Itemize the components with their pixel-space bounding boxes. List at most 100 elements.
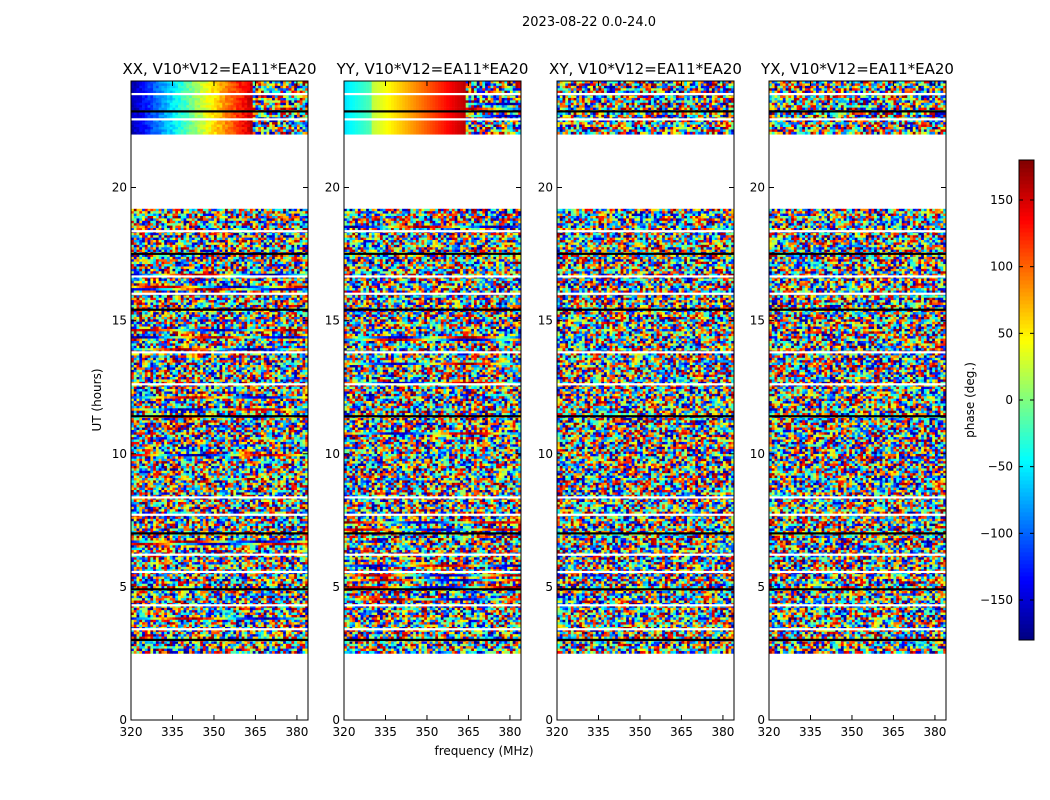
flagged-row [131,253,308,255]
flagged-row [557,571,734,573]
x-tick-label: 350 [629,725,652,739]
x-tick-label: 350 [203,725,226,739]
panel-title: YX, V10*V12=EA11*EA20 [760,60,954,78]
flagged-row [131,639,308,641]
flagged-row [769,253,946,255]
y-tick-label: 20 [750,181,765,195]
flagged-row [131,588,308,590]
flagged-row [769,118,946,120]
y-tick-label: 20 [325,181,340,195]
flagged-row [131,275,308,277]
flagged-row [131,118,308,120]
colorbar-tick-label: −100 [980,526,1013,540]
flagged-row [769,293,946,295]
y-tick-label: 15 [325,314,340,328]
flagged-row [769,351,946,353]
y-tick-label: 0 [119,713,127,727]
flagged-row [131,415,308,417]
y-tick-label: 15 [750,314,765,328]
flagged-row [557,604,734,606]
x-tick-label: 380 [285,725,308,739]
colorbar-tick-label: 150 [990,193,1013,207]
y-tick-label: 5 [119,580,127,594]
flagged-row [557,230,734,232]
x-tick-label: 320 [333,725,356,739]
flagged-row [769,110,946,112]
y-tick-label: 15 [538,314,553,328]
flagged-row [344,293,521,295]
flagged-row [769,604,946,606]
flagged-row [131,93,308,95]
flagged-row [557,253,734,255]
y-tick-label: 10 [112,447,127,461]
flagged-row [344,383,521,385]
flagged-row [131,309,308,311]
flagged-row [344,309,521,311]
flagged-row [344,230,521,232]
colorbar-tick-label: −150 [980,593,1013,607]
x-tick-label: 335 [161,725,184,739]
colorbar-tick-label: 50 [998,326,1013,340]
flagged-row [344,275,521,277]
flagged-row [131,554,308,556]
colorbar-tick-label: −50 [988,460,1013,474]
y-tick-label: 10 [538,447,553,461]
flagged-row [344,554,521,556]
flagged-row [769,415,946,417]
x-tick-label: 380 [711,725,734,739]
y-tick-label: 0 [332,713,340,727]
flagged-row [769,532,946,534]
flagged-row [131,230,308,232]
flagged-row [344,628,521,630]
flagged-row [131,110,308,112]
flagged-row [131,514,308,516]
x-tick-label: 335 [799,725,822,739]
flagged-row [344,93,521,95]
colorbar-label: phase (deg.) [963,362,977,438]
y-tick-label: 10 [325,447,340,461]
x-tick-label: 335 [587,725,610,739]
flagged-row [769,628,946,630]
flagged-row [769,230,946,232]
flagged-row [557,309,734,311]
flagged-row [557,514,734,516]
x-tick-label: 320 [546,725,569,739]
flagged-row [769,93,946,95]
flagged-row [557,383,734,385]
x-tick-label: 365 [244,725,267,739]
y-tick-label: 5 [545,580,553,594]
flagged-row [557,415,734,417]
flagged-row [344,604,521,606]
y-tick-label: 0 [757,713,765,727]
flagged-row [131,293,308,295]
flagged-row [131,532,308,534]
flagged-row [344,496,521,498]
flagged-row [131,604,308,606]
panel-title: XX, V10*V12=EA11*EA20 [122,60,316,78]
flagged-row [344,639,521,641]
flagged-row [344,514,521,516]
flagged-row [344,532,521,534]
x-tick-label: 365 [457,725,480,739]
heatmap-yy [344,81,521,654]
x-axis-label: frequency (MHz) [434,744,533,758]
flagged-row [557,554,734,556]
flagged-row [769,275,946,277]
y-tick-label: 5 [332,580,340,594]
x-tick-label: 350 [841,725,864,739]
flagged-row [131,496,308,498]
flagged-row [769,514,946,516]
flagged-row [557,628,734,630]
x-tick-label: 350 [416,725,439,739]
flagged-row [557,496,734,498]
flagged-row [344,588,521,590]
flagged-row [344,110,521,112]
colorbar-tick-label: 100 [990,260,1013,274]
flagged-row [557,351,734,353]
flagged-row [344,415,521,417]
flagged-row [769,554,946,556]
